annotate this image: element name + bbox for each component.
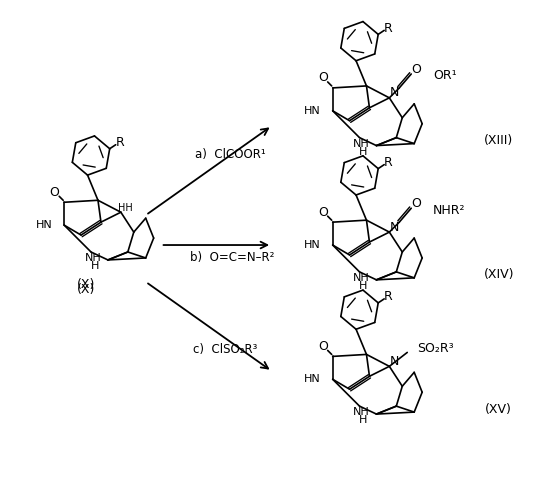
Text: H: H bbox=[359, 146, 368, 156]
Text: O: O bbox=[411, 62, 421, 76]
Text: NH: NH bbox=[84, 253, 101, 263]
Text: b)  O=C=N–R²: b) O=C=N–R² bbox=[190, 252, 275, 264]
Text: c)  ClSO₂R³: c) ClSO₂R³ bbox=[193, 343, 258, 356]
Text: O: O bbox=[318, 206, 328, 218]
Text: (X): (X) bbox=[77, 284, 95, 296]
Text: (XIII): (XIII) bbox=[484, 134, 513, 147]
Text: R: R bbox=[116, 136, 124, 149]
Text: O: O bbox=[318, 340, 328, 353]
Text: NH: NH bbox=[353, 407, 370, 417]
Text: NH: NH bbox=[353, 273, 370, 283]
Text: HN: HN bbox=[304, 374, 320, 384]
Text: O: O bbox=[411, 197, 421, 210]
Text: NHR²: NHR² bbox=[433, 204, 465, 216]
Text: O: O bbox=[49, 186, 59, 199]
Text: SO₂R³: SO₂R³ bbox=[417, 342, 454, 355]
Text: (X): (X) bbox=[77, 278, 95, 291]
Text: H: H bbox=[359, 415, 368, 425]
Text: (XV): (XV) bbox=[485, 402, 512, 415]
Text: O: O bbox=[318, 72, 328, 85]
Text: HN: HN bbox=[304, 106, 320, 116]
Text: a)  ClCOOR¹: a) ClCOOR¹ bbox=[196, 148, 266, 161]
Text: HH: HH bbox=[118, 203, 133, 213]
Text: R: R bbox=[384, 22, 392, 35]
Text: H: H bbox=[359, 281, 368, 291]
Text: N: N bbox=[390, 86, 399, 100]
Text: N: N bbox=[390, 355, 399, 368]
Text: R: R bbox=[384, 156, 392, 169]
Text: HN: HN bbox=[35, 220, 52, 230]
Text: N: N bbox=[390, 220, 399, 234]
Text: HN: HN bbox=[304, 240, 320, 250]
Text: H: H bbox=[91, 261, 99, 271]
Text: R: R bbox=[384, 290, 392, 304]
Text: OR¹: OR¹ bbox=[433, 70, 457, 82]
Text: NH: NH bbox=[353, 138, 370, 148]
Text: (XIV): (XIV) bbox=[483, 268, 514, 281]
